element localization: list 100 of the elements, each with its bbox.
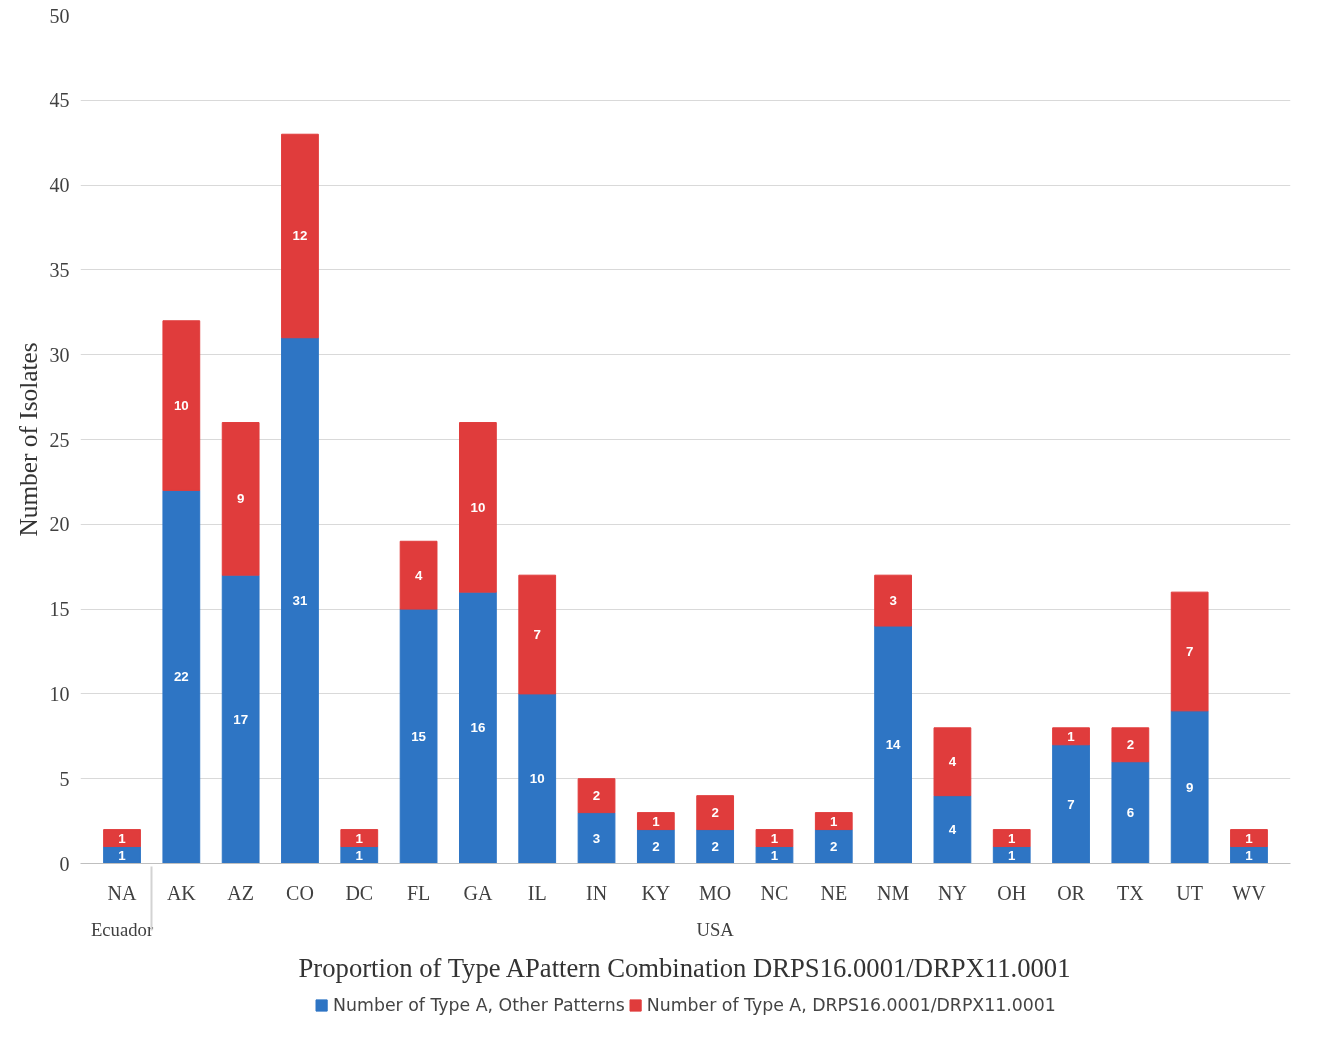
data-label: 1 [355,830,364,846]
bar [221,574,260,864]
bar [933,727,972,797]
y-tick-label: 40 [49,174,70,197]
data-label: 2 [1126,737,1135,753]
data-label: 2 [830,839,838,855]
bar [1230,829,1268,848]
bar [103,829,141,848]
bar [1111,727,1150,763]
data-label: 10 [173,398,189,414]
bar [162,320,201,491]
data-label: 1 [652,813,661,829]
x-tick-label: DC [345,881,374,904]
data-label: 7 [533,627,541,643]
data-label: 12 [292,228,308,244]
bar [874,574,912,627]
x-tick-label: GA [463,881,493,904]
x-tick-label: NM [876,881,910,904]
text: Ecuador [90,918,154,940]
x-tick-label: AK [166,881,197,904]
data-label: 1 [830,813,839,829]
data-label: 7 [1067,796,1075,812]
bar [755,829,794,848]
data-label: 9 [236,491,245,507]
bar [992,829,1031,848]
bar [1052,744,1090,864]
bar [221,422,260,576]
x-tick-label: KY [641,881,671,904]
data-label: 2 [711,805,719,821]
bar [518,574,557,695]
bar [814,812,853,831]
data-label: 16 [470,720,486,736]
x-tick-label: IN [585,881,608,904]
bar [636,829,675,864]
data-label: 1 [1008,830,1017,846]
x-tick-label: TX [1117,881,1145,904]
x-tick-label: OR [1057,881,1086,904]
bar [933,795,972,864]
x-tick-label: UT [1176,881,1204,904]
y-tick-label: 50 [49,4,70,27]
bar [162,489,201,864]
data-label: 31 [292,593,308,609]
data-label: 4 [948,822,957,838]
bar [399,540,438,610]
y-tick-label: 30 [49,343,70,366]
x-tick-label: IL [527,881,547,904]
bar [814,829,853,864]
text: USA [696,918,735,940]
x-tick-label: CO [286,881,314,904]
y-tick-label: 15 [49,598,70,621]
y-tick-label: 10 [49,682,70,705]
y-tick-label: 25 [49,428,70,451]
y-axis-title: Number of Isolates [13,342,42,537]
bar [874,625,912,864]
data-label: 4 [948,754,957,770]
data-label: 9 [1185,779,1194,795]
x-axis-title: Proportion of Type APattern Combination DRPS16.0001/DRPX11.0001 [298,952,1071,983]
data-label: 7 [1185,644,1194,659]
data-label: 1 [118,830,127,846]
bar [577,778,616,814]
data-label: 17 [233,711,249,727]
y-tick-label: 35 [49,258,70,281]
data-label: 3 [592,830,601,846]
bar [1111,761,1150,864]
data-label: 14 [885,737,902,753]
y-tick-label: 45 [49,89,70,112]
bar [459,422,497,593]
x-tick-label: NY [937,881,967,904]
data-label: 6 [1126,805,1135,821]
bar [281,133,319,339]
x-tick-label: FL [406,881,431,904]
bar [459,591,497,864]
data-label: 1 [1245,847,1254,863]
bar [696,829,735,864]
x-tick-label: NA [107,881,138,904]
data-label: 4 [414,567,423,583]
data-label: 1 [118,847,127,863]
data-label: 3 [889,593,897,609]
data-label: 1 [1008,847,1017,863]
data-label: 2 [711,839,719,855]
legend-label: Number of Type A, DRPS16.0001/DRPX11.0001 [646,995,1056,1015]
data-label: 1 [1245,830,1254,846]
bar [518,693,557,864]
x-tick-label: AZ [227,881,254,904]
bar [636,812,675,831]
data-label: 1 [770,847,779,863]
bar [1170,591,1209,712]
data-label: 1 [770,830,779,846]
data-label: 15 [411,728,427,744]
bar [399,608,438,864]
data-label: 2 [592,788,601,804]
data-label: 22 [173,669,189,685]
y-tick-label: 5 [59,767,70,790]
data-label: 1 [355,847,364,863]
x-tick-label: OH [997,881,1027,904]
bar [577,812,616,864]
bar [281,337,319,864]
y-tick-label: 20 [49,513,70,536]
data-label: 10 [470,499,486,515]
data-label: 2 [652,839,660,855]
